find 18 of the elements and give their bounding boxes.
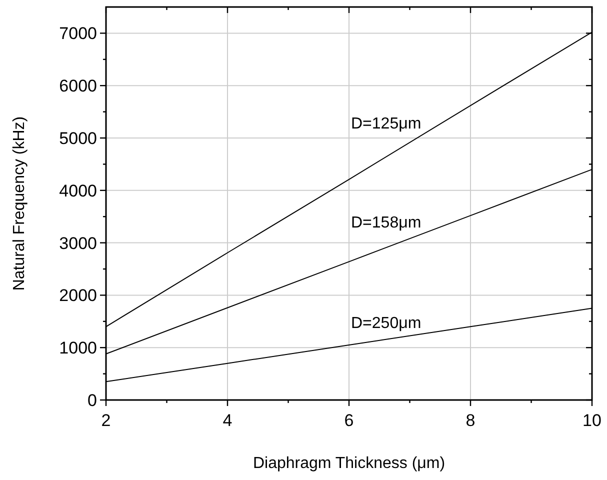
y-tick-label: 5000: [59, 129, 97, 148]
x-tick-label: 10: [582, 411, 602, 430]
x-axis-title: Diaphragm Thickness (μm): [252, 455, 446, 472]
y-tick-label: 1000: [59, 338, 97, 358]
y-tick-label: 2000: [59, 286, 97, 306]
y-axis-title: Natural Frequency (kHz): [11, 116, 28, 291]
series-label: D=158μm: [351, 214, 422, 232]
y-tick-label: 3000: [59, 234, 97, 253]
x-tick-label: 6: [344, 411, 354, 430]
series-label: D=250μm: [351, 314, 422, 332]
x-tick-label: 2: [101, 411, 111, 430]
x-tick-label: 8: [466, 411, 476, 430]
y-tick-label: 4000: [59, 181, 97, 200]
y-tick-label: 6000: [59, 76, 97, 96]
series-label: D=125μm: [351, 115, 422, 132]
y-tick-label: 0: [88, 391, 97, 410]
x-tick-label: 4: [222, 411, 232, 430]
y-tick-label: 7000: [59, 24, 97, 44]
